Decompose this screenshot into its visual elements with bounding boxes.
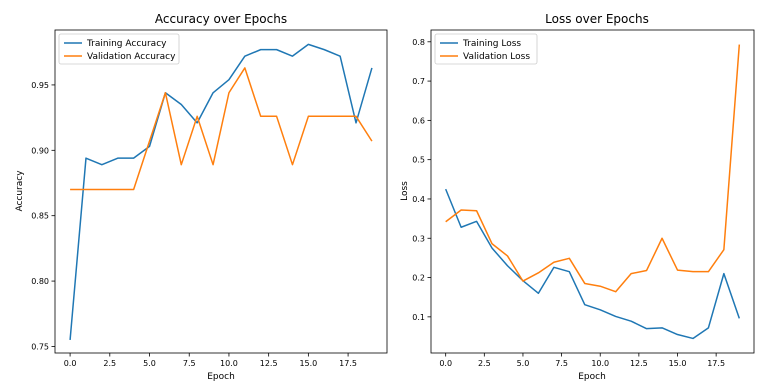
chart-title: Loss over Epochs	[545, 12, 649, 26]
y-tick-label: 0.1	[412, 313, 425, 322]
y-tick-label: 0.95	[31, 81, 49, 90]
x-tick-label: 2.5	[478, 359, 491, 368]
x-tick-label: 10.0	[220, 359, 238, 368]
x-tick-label: 5.0	[517, 359, 530, 368]
x-tick-label: 0.0	[439, 359, 452, 368]
x-tick-label: 7.5	[555, 359, 568, 368]
y-tick-label: 0.7	[412, 77, 425, 86]
x-tick-label: 15.0	[299, 359, 317, 368]
x-tick-label: 12.5	[260, 359, 278, 368]
plot-area-frame	[54, 29, 388, 354]
x-tick-label: 17.5	[339, 359, 357, 368]
legend-label-validation-loss: Validation Loss	[463, 52, 530, 62]
legend: Training Loss Validation Loss	[434, 33, 538, 65]
y-tick-label: 0.6	[412, 116, 425, 125]
x-tick-label: 7.5	[183, 359, 196, 368]
series-line-validation-accuracy	[70, 67, 373, 191]
y-tick-label: 0.8	[412, 38, 425, 47]
legend-label-training-loss: Training Loss	[462, 39, 521, 49]
series-line-training-loss	[444, 188, 741, 340]
y-tick-label: 0.5	[412, 156, 425, 165]
x-tick-label: 10.0	[591, 359, 609, 368]
y-tick-label: 0.80	[31, 277, 49, 286]
x-tick-label: 12.5	[630, 359, 648, 368]
y-tick-label: 0.75	[31, 342, 49, 351]
legend: Training Accuracy Validation Accuracy	[58, 33, 180, 65]
y-tick-label: 0.90	[31, 146, 49, 155]
y-axis-label: Accuracy	[15, 170, 25, 212]
legend-label-training-accuracy: Training Accuracy	[86, 39, 167, 49]
plot-area-frame	[430, 29, 755, 354]
y-tick-label: 0.85	[31, 212, 49, 221]
y-tick-label: 0.4	[412, 195, 425, 204]
legend-label-validation-accuracy: Validation Accuracy	[87, 52, 176, 62]
legend-box	[434, 33, 538, 65]
y-tick-label: 0.2	[412, 274, 425, 283]
accuracy-chart: Accuracy over Epochs 0.0 2.5 5.0 7.5 10.0 12.…	[15, 12, 388, 381]
x-tick-label: 15.0	[669, 359, 687, 368]
y-tick-label: 0.3	[412, 234, 425, 243]
x-tick-label: 0.0	[64, 359, 77, 368]
series-line-validation-loss	[445, 44, 741, 293]
series-line-training-accuracy	[69, 43, 373, 340]
x-axis-label: Epoch	[207, 372, 235, 381]
loss-chart: Loss over Epochs 0.0 2.5 5.0 7.5 10.0 12.5 15.…	[400, 12, 755, 381]
x-tick-label: 2.5	[103, 359, 116, 368]
chart-title: Accuracy over Epochs	[155, 12, 287, 26]
x-tick-label: 5.0	[143, 359, 156, 368]
y-axis-label: Loss	[400, 181, 410, 201]
legend-box	[58, 33, 180, 65]
x-tick-label: 17.5	[707, 359, 725, 368]
x-axis-label: Epoch	[578, 372, 606, 381]
